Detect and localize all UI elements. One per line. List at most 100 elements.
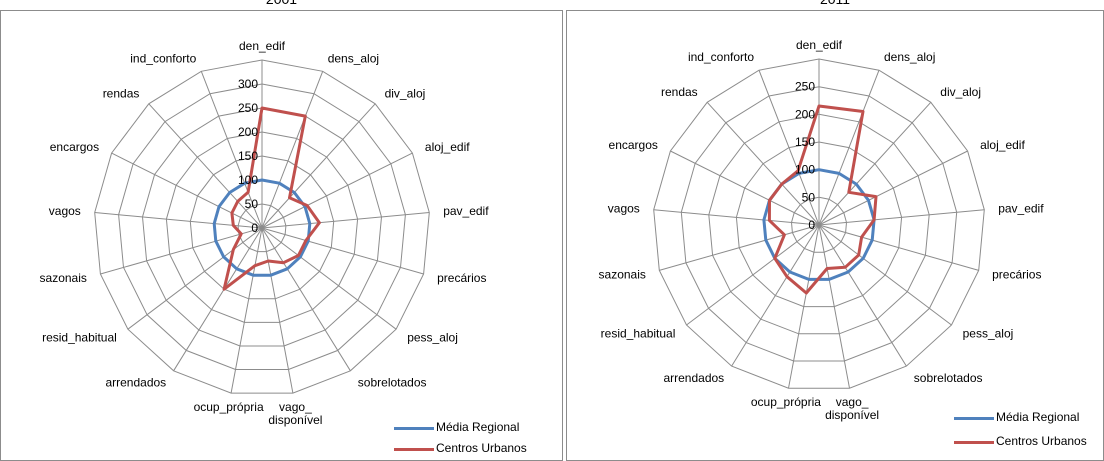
category-label: pav_edif <box>998 201 1044 215</box>
chart-2001-title: 2001 <box>0 0 563 7</box>
category-label: ocup_própria <box>194 400 264 414</box>
grid-spoke <box>818 150 968 226</box>
tick-label: 0 <box>808 218 815 232</box>
legend-swatch-red <box>394 448 434 451</box>
legend-label-media-regional: Média Regional <box>996 410 1080 424</box>
grid-spoke <box>758 70 820 226</box>
category-label: div_aloj <box>385 87 426 101</box>
grid-ring <box>189 155 335 300</box>
grid-ring <box>237 203 287 253</box>
grid-spoke <box>200 71 263 229</box>
category-label: den_edif <box>796 38 843 52</box>
grid-ring <box>735 141 903 308</box>
grid-spoke <box>127 227 263 330</box>
grid-spoke <box>173 227 263 372</box>
category-label: vagos <box>608 201 640 215</box>
grid-spoke <box>686 224 820 326</box>
grid-spoke <box>818 101 932 226</box>
grid-spoke <box>261 71 324 229</box>
category-label: ind_conforto <box>688 50 754 64</box>
chart-2001-svg: 0 50 100 150 200 250 300 den_edif dens_aloj div_a… <box>40 39 490 427</box>
category-label: encargos <box>50 140 99 154</box>
grid-ring <box>118 83 406 370</box>
grid-spoke <box>818 224 850 389</box>
grid-spoke <box>148 103 263 229</box>
grid-ring <box>141 107 383 347</box>
series-line-1 <box>767 104 878 295</box>
grid-ring <box>94 59 430 394</box>
category-label: ocup_própria <box>751 395 821 409</box>
tick-label: 150 <box>795 135 815 149</box>
grid-spoke <box>261 152 413 229</box>
tick-label: 300 <box>238 77 258 91</box>
legend-label-media-regional: Média Regional <box>436 420 520 434</box>
grid-spoke <box>788 224 820 389</box>
tick-label: 250 <box>795 80 815 94</box>
category-label: resid_habitual <box>601 327 676 341</box>
category-label: vagos <box>49 204 81 218</box>
chart-2011-title: 2011 <box>566 0 1104 7</box>
category-label: arrendados <box>663 371 724 385</box>
category-label: encargos <box>609 138 658 152</box>
grid-ring <box>680 86 958 362</box>
grid-spoke <box>818 70 880 226</box>
grid-spoke <box>706 101 820 226</box>
grid-ring <box>790 196 848 253</box>
tick-label: 100 <box>238 173 258 187</box>
category-label: ind_conforto <box>130 51 196 65</box>
category-label: resid_habitual <box>42 331 117 345</box>
chart-2011-svg: 0 50 100 150 200 250 den_edif dens_aloj div_aloj… <box>599 38 1045 422</box>
chart-2001-legend: Média Regional Centros Urbanos <box>394 420 554 460</box>
category-label: precários <box>992 267 1041 281</box>
legend-label-centros-urbanos: Centros Urbanos <box>436 441 527 455</box>
tick-label: 100 <box>795 163 815 177</box>
category-label: arrendados <box>105 376 166 390</box>
grid-spoke <box>100 227 263 275</box>
grid-spoke <box>261 227 351 372</box>
grid-spoke <box>653 209 820 226</box>
grid-spoke <box>670 150 820 226</box>
grid-spoke <box>111 152 263 229</box>
category-label: pav_edif <box>443 204 489 218</box>
grid-spoke <box>261 212 430 229</box>
grid-spoke <box>230 227 263 394</box>
category-label: aloj_edif <box>980 138 1025 152</box>
grid-spoke <box>818 224 907 367</box>
category-label: den_edif <box>239 39 286 53</box>
grid-spoke <box>261 103 376 229</box>
category-label: sobrelotados <box>358 376 427 390</box>
grid-spoke <box>818 209 985 226</box>
tick-label: 50 <box>245 197 259 211</box>
category-label: sobrelotados <box>914 371 983 385</box>
tick-label: 50 <box>802 190 816 204</box>
legend-swatch-blue <box>394 427 434 430</box>
legend-swatch-red <box>954 441 994 444</box>
grid-spoke <box>818 224 979 271</box>
chart-2011-legend: Média Regional Centros Urbanos <box>954 410 1104 454</box>
category-label: precários <box>437 271 486 285</box>
tick-label: 250 <box>238 101 258 115</box>
category-label: dens_aloj <box>884 50 935 64</box>
tick-label: 150 <box>238 149 258 163</box>
tick-label: 200 <box>238 125 258 139</box>
grid-spoke <box>659 224 820 271</box>
grid-spoke <box>818 224 952 326</box>
category-label: vago_ disponível <box>268 400 322 427</box>
grid-spoke <box>731 224 820 367</box>
tick-label: 0 <box>251 221 258 235</box>
grid-spoke <box>261 227 424 275</box>
legend-label-centros-urbanos: Centros Urbanos <box>996 434 1087 448</box>
category-label: sazonais <box>40 271 87 285</box>
series-line-1 <box>222 106 321 291</box>
category-label: div_aloj <box>940 85 981 99</box>
grid-spoke <box>261 227 397 330</box>
grid-ring <box>653 58 985 389</box>
grid-spoke <box>261 227 294 394</box>
category-label: rendas <box>661 85 698 99</box>
category-label: dens_aloj <box>328 51 379 65</box>
grid-ring <box>708 113 930 335</box>
category-label: sazonais <box>599 267 646 281</box>
category-label: pess_aloj <box>407 331 458 345</box>
grid-ring <box>165 131 359 323</box>
legend-swatch-blue <box>954 417 994 420</box>
